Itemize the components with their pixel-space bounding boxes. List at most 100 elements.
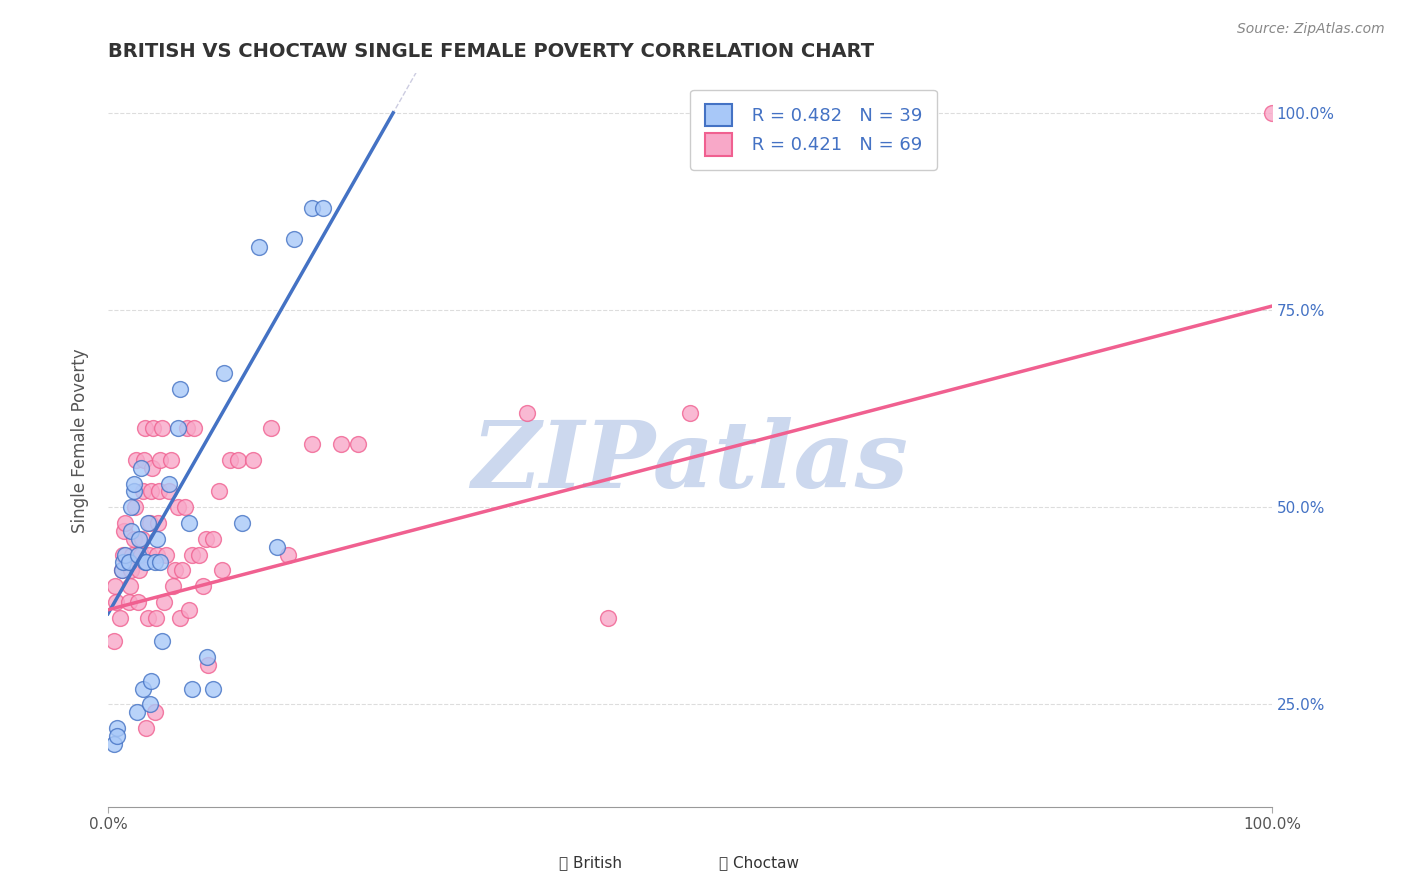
Point xyxy=(157,484,180,499)
Point xyxy=(1261,106,1284,120)
Point xyxy=(127,706,149,720)
Point xyxy=(103,737,125,751)
Point xyxy=(266,540,288,554)
Point xyxy=(104,579,127,593)
Point xyxy=(214,366,236,380)
Point xyxy=(105,595,128,609)
Point xyxy=(132,681,155,696)
Point xyxy=(142,421,165,435)
Point xyxy=(598,610,620,624)
Point xyxy=(197,658,219,673)
Point xyxy=(201,681,224,696)
Point xyxy=(136,516,159,530)
Point xyxy=(329,437,352,451)
Point xyxy=(121,548,143,562)
Point xyxy=(516,406,538,420)
Point xyxy=(219,453,242,467)
Point xyxy=(105,721,128,735)
Point xyxy=(179,516,201,530)
Point xyxy=(277,548,299,562)
Point xyxy=(127,595,149,609)
Point xyxy=(131,532,153,546)
Point xyxy=(179,603,201,617)
Point xyxy=(187,548,209,562)
Point xyxy=(135,721,157,735)
Point xyxy=(118,556,141,570)
Point xyxy=(132,484,155,499)
Point xyxy=(118,595,141,609)
Point xyxy=(180,681,202,696)
Point xyxy=(129,548,152,562)
Point xyxy=(120,524,142,538)
Point xyxy=(146,548,169,562)
Point xyxy=(134,556,156,570)
Point xyxy=(211,563,233,577)
Point xyxy=(135,556,157,570)
Point xyxy=(155,548,177,562)
Point xyxy=(157,476,180,491)
Point xyxy=(103,634,125,648)
Point xyxy=(128,532,150,546)
Point xyxy=(108,610,131,624)
Point xyxy=(122,532,145,546)
Point xyxy=(112,548,135,562)
Point xyxy=(120,500,142,515)
Legend:  R = 0.482   N = 39,  R = 0.421   N = 69: R = 0.482 N = 39, R = 0.421 N = 69 xyxy=(690,90,936,170)
Point xyxy=(112,556,135,570)
Point xyxy=(143,706,166,720)
Point xyxy=(139,484,162,499)
Point xyxy=(125,453,148,467)
Point xyxy=(183,421,205,435)
Point xyxy=(128,563,150,577)
Point xyxy=(136,610,159,624)
Point xyxy=(228,453,250,467)
Point xyxy=(176,421,198,435)
Point xyxy=(120,579,142,593)
Point xyxy=(242,453,264,467)
Point xyxy=(138,548,160,562)
Text: ZIPatlas: ZIPatlas xyxy=(471,417,908,508)
Point xyxy=(149,556,172,570)
Point xyxy=(180,548,202,562)
Point xyxy=(172,563,194,577)
Point xyxy=(173,500,195,515)
Point xyxy=(247,240,270,254)
Point xyxy=(122,476,145,491)
Point xyxy=(134,421,156,435)
Point xyxy=(111,563,134,577)
Point xyxy=(169,382,191,396)
Point xyxy=(160,453,183,467)
Point xyxy=(166,421,188,435)
Point xyxy=(105,729,128,743)
Point xyxy=(132,453,155,467)
Point xyxy=(129,460,152,475)
Point xyxy=(145,610,167,624)
Point xyxy=(201,532,224,546)
Point xyxy=(166,500,188,515)
Point xyxy=(162,579,184,593)
Point xyxy=(193,579,215,593)
Point xyxy=(207,484,229,499)
Point xyxy=(127,548,149,562)
Point xyxy=(139,516,162,530)
Point xyxy=(195,650,218,665)
Point xyxy=(231,516,253,530)
Point xyxy=(150,421,173,435)
Point xyxy=(122,484,145,499)
Point xyxy=(150,634,173,648)
Point xyxy=(301,437,323,451)
Point xyxy=(679,406,702,420)
Point xyxy=(194,532,217,546)
Point xyxy=(301,201,323,215)
Text: BRITISH VS CHOCTAW SINGLE FEMALE POVERTY CORRELATION CHART: BRITISH VS CHOCTAW SINGLE FEMALE POVERTY… xyxy=(108,42,875,61)
Point xyxy=(112,524,135,538)
Point xyxy=(165,563,187,577)
Point xyxy=(260,421,283,435)
Point xyxy=(139,698,162,712)
Y-axis label: Single Female Poverty: Single Female Poverty xyxy=(72,348,89,533)
Point xyxy=(139,673,162,688)
Point xyxy=(347,437,370,451)
Point xyxy=(146,532,169,546)
Point xyxy=(312,201,335,215)
Point xyxy=(143,556,166,570)
